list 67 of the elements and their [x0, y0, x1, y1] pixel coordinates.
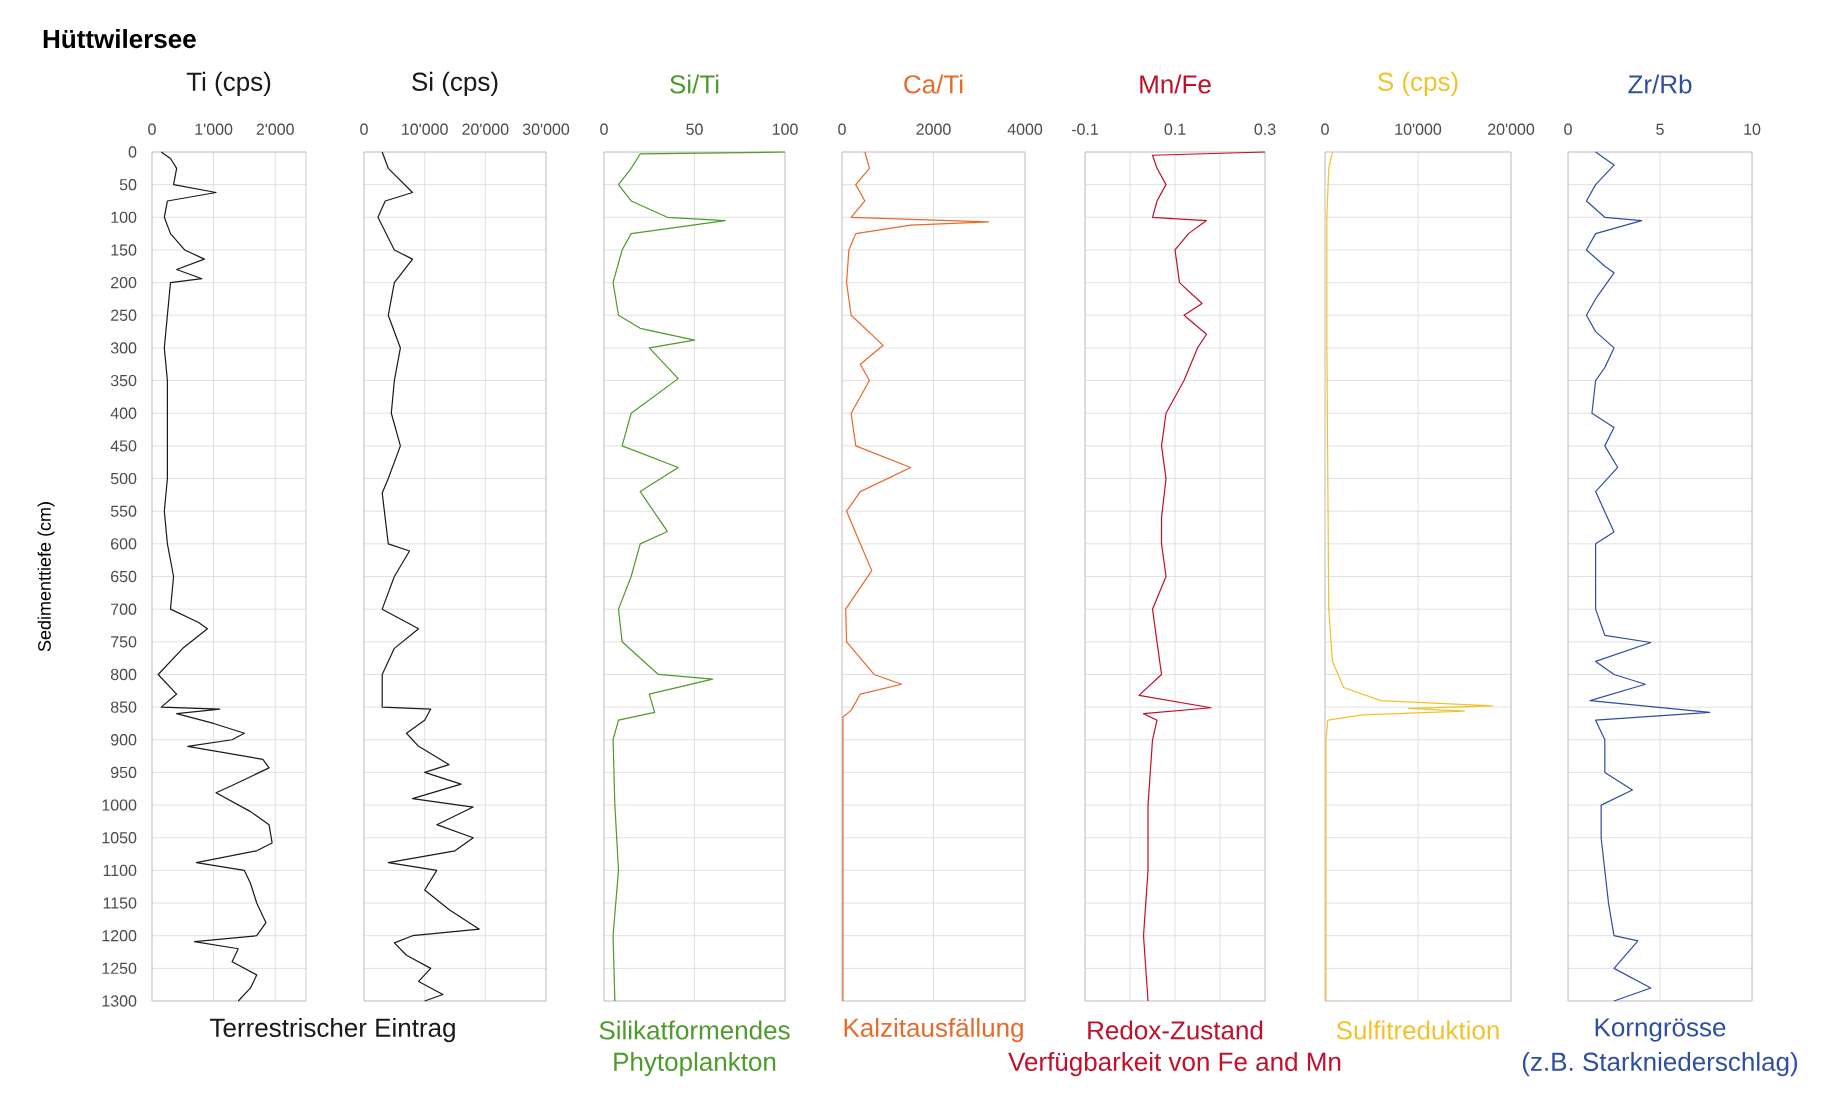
- text: Kalzitausfällung: [844, 1017, 1023, 1043]
- x-tick-label: 50: [686, 123, 703, 135]
- x-tick-label: 20'000: [462, 123, 509, 135]
- y-tick-label: 650: [111, 570, 137, 583]
- y-tick-label: 400: [110, 407, 137, 419]
- y-tick-label: 1150: [103, 897, 137, 909]
- text: Sulfitreduktion: [1336, 1020, 1499, 1040]
- x-tick-label: 0: [1321, 123, 1329, 135]
- x-tick-label: -0.1: [1071, 123, 1099, 135]
- y-tick-label: 700: [111, 603, 137, 615]
- y-tick-label: 200: [111, 276, 137, 289]
- x-tick-label: 0: [148, 123, 156, 135]
- y-tick-label: 250: [111, 309, 137, 321]
- x-tick-label: 2000: [916, 123, 951, 135]
- y-axis-title: Sedimenttiefe (cm): [37, 502, 55, 652]
- y-tick-label: 1050: [102, 832, 137, 844]
- y-tick-label: 350: [110, 374, 137, 387]
- x-tick-label: 0: [838, 123, 846, 135]
- x-tick-label: 10'000: [402, 123, 448, 135]
- x-tick-label: 100: [772, 123, 798, 135]
- text: Terrestrischer Eintrag: [210, 1017, 455, 1043]
- x-tick-label: 1'000: [195, 123, 233, 135]
- x-tick-label: 30'000: [522, 123, 570, 135]
- y-tick-label: 150: [111, 244, 137, 256]
- text: Silikatformendes: [599, 1020, 790, 1040]
- text: Phytoplankton: [614, 1051, 776, 1077]
- y-tick-label: 50: [119, 179, 137, 191]
- y-tick-label: 1300: [102, 995, 137, 1007]
- y-tick-label: 1200: [102, 930, 137, 942]
- x-tick-label: 4000: [1007, 123, 1043, 135]
- y-tick-label: 900: [110, 734, 137, 746]
- x-tick-label: 0.1: [1164, 123, 1186, 135]
- x-tick-label: 0.3: [1254, 123, 1276, 135]
- x-tick-label: 20'000: [1488, 123, 1535, 135]
- x-axis-title: Si (cps): [412, 71, 498, 97]
- x-tick-label: 0: [600, 123, 608, 135]
- x-axis-title: Ca/Ti: [904, 74, 963, 94]
- text: Verfügbarkeit von Fe and Mn: [1008, 1051, 1341, 1077]
- text: (z.B. Starkniederschlag): [1522, 1051, 1798, 1077]
- y-tick-label: 450: [110, 440, 137, 452]
- y-tick-label: 1100: [103, 864, 137, 877]
- text: Redox-Zustand: [1088, 1020, 1263, 1040]
- x-tick-label: 10'000: [1395, 123, 1442, 135]
- y-tick-label: 950: [110, 766, 137, 779]
- x-tick-label: 0: [1564, 123, 1572, 135]
- y-tick-label: 1250: [102, 962, 137, 975]
- x-axis-title: Ti (cps): [186, 71, 271, 97]
- x-axis-title: Si/Ti: [670, 74, 719, 94]
- y-tick-label: 600: [111, 538, 137, 550]
- x-axis-title: Zr/Rb: [1628, 74, 1692, 94]
- text: Korngrösse: [1595, 1018, 1726, 1042]
- chart-title: Hüttwilersee: [43, 29, 196, 49]
- y-tick-label: 1000: [102, 799, 137, 811]
- y-tick-label: 300: [110, 342, 137, 354]
- x-tick-label: 2'000: [256, 123, 294, 135]
- y-tick-label: 500: [110, 472, 137, 485]
- y-tick-label: 850: [110, 701, 137, 713]
- x-tick-label: 10: [1744, 123, 1761, 135]
- x-axis-title: S (cps): [1378, 71, 1458, 97]
- y-tick-label: 800: [110, 668, 137, 681]
- y-tick-label: 550: [110, 505, 137, 517]
- y-tick-label: 0: [128, 146, 137, 158]
- y-tick-label: 750: [111, 636, 137, 648]
- x-tick-label: 0: [360, 123, 368, 135]
- x-axis-title: Mn/Fe: [1140, 74, 1211, 94]
- x-tick-label: 5: [1656, 123, 1664, 135]
- y-tick-label: 100: [111, 211, 137, 223]
